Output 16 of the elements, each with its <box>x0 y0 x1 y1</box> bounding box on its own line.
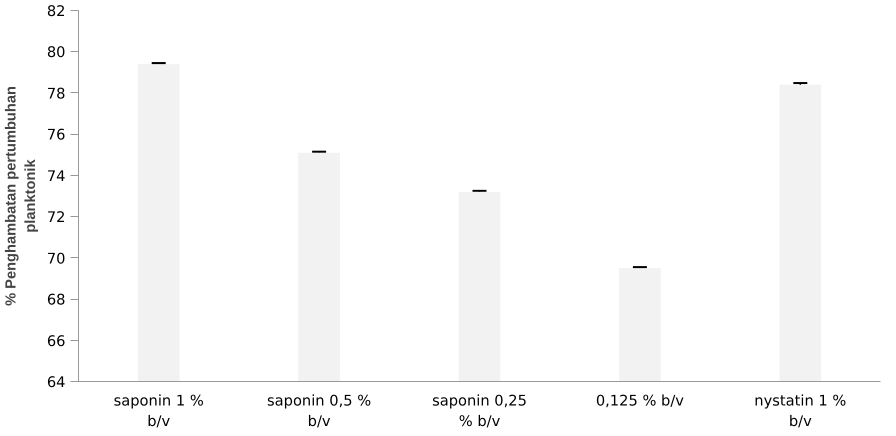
x-tick-label: nystatin 1 % b/v <box>754 392 846 430</box>
x-tick-label: saponin 0,25 % b/v <box>432 392 527 430</box>
y-tick-label: 74 <box>46 168 66 185</box>
y-tick-label: 68 <box>46 292 66 309</box>
y-tick-label: 80 <box>46 44 66 62</box>
y-tick-label: 66 <box>46 332 66 350</box>
x-tick-label: saponin 0,5 % b/v <box>267 392 372 430</box>
x-tick-label: 0,125 % b/v <box>596 392 684 410</box>
y-tick-label: 70 <box>46 250 66 268</box>
y-tick-label: 72 <box>46 209 66 226</box>
x-tick-label: saponin 1 % b/v <box>114 392 204 430</box>
y-tick-label: 82 <box>46 3 66 20</box>
y-axis-title: % Penghambatan pertumbuhan planktonik <box>4 86 39 306</box>
y-tick-label: 76 <box>46 126 66 144</box>
y-tick-label: 64 <box>46 374 66 391</box>
y-tick-label: 78 <box>46 85 66 102</box>
